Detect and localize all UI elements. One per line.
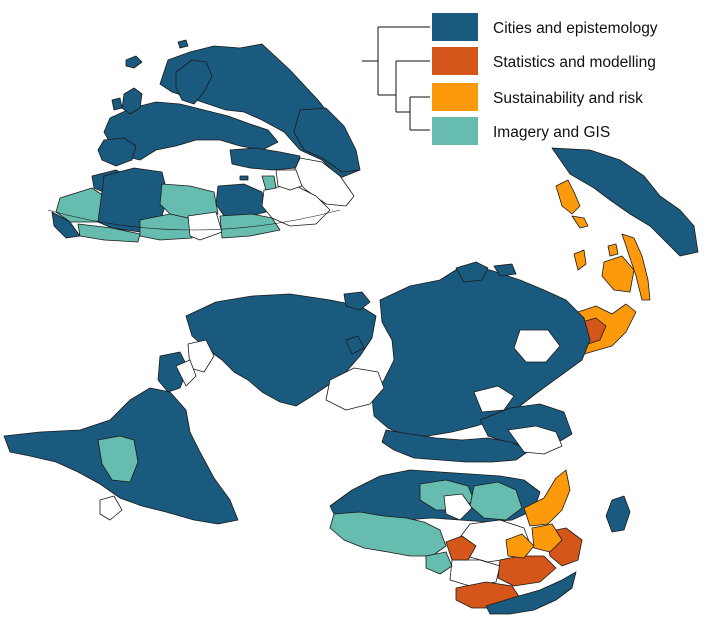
region-orange-island-3 xyxy=(601,255,635,293)
legend: Cities and epistemology Statistics and m… xyxy=(432,13,658,145)
region-na-island-1 xyxy=(343,291,371,311)
region-caribbean-white xyxy=(175,359,197,387)
region-sa-imagery xyxy=(97,435,139,483)
region-madagascar-like xyxy=(605,495,631,533)
region-egypt-inset xyxy=(215,183,267,217)
region-western-sahara-inset xyxy=(55,187,105,223)
region-orange-island-2 xyxy=(571,215,589,229)
region-sa-white xyxy=(99,495,123,521)
region-orange-island-6 xyxy=(607,243,619,257)
region-mauritania-edge-inset xyxy=(51,211,81,239)
region-north-ocean-island-2 xyxy=(493,263,517,277)
region-chad-inset xyxy=(187,211,223,241)
region-africa-white-3 xyxy=(449,559,501,587)
region-iraq-inset xyxy=(275,169,303,191)
region-north-ocean-island xyxy=(455,261,489,283)
region-svalbard-inset xyxy=(177,39,189,49)
region-sudan-inset xyxy=(219,213,281,239)
legend-label-statistics: Statistics and modelling xyxy=(493,54,656,71)
region-ireland-inset xyxy=(111,97,123,111)
legend-label-cities: Cities and epistemology xyxy=(493,20,658,37)
region-central-asia-inset xyxy=(293,107,361,173)
region-saudi-inset xyxy=(261,183,331,227)
region-europe-mid xyxy=(381,429,531,463)
region-niger-inset xyxy=(139,213,193,241)
region-orange-island-1 xyxy=(555,179,581,215)
main-map xyxy=(3,147,699,615)
legend-label-imagery: Imagery and GIS xyxy=(493,124,610,141)
legend-swatch-imagery xyxy=(432,117,478,145)
region-africa-sust-1 xyxy=(523,469,571,527)
region-africa-imagery-south xyxy=(425,551,453,575)
region-iberia-inset xyxy=(97,137,137,167)
region-africa-south xyxy=(485,571,577,615)
legend-swatch-statistics xyxy=(432,47,478,75)
region-africa-white-1 xyxy=(443,493,473,521)
region-iceland-inset xyxy=(125,55,143,69)
region-turkey-inset xyxy=(229,147,301,171)
legend-swatch-cities xyxy=(432,13,478,41)
region-na-island-2 xyxy=(345,335,365,355)
region-orange-island-5 xyxy=(573,249,587,271)
region-central-america xyxy=(157,351,189,393)
region-africa-stats-1 xyxy=(445,535,477,561)
inset-frame-arc xyxy=(47,209,341,231)
inset-map xyxy=(51,39,361,243)
region-white-interior-1 xyxy=(513,329,561,363)
legend-dendrogram xyxy=(362,26,430,131)
region-east-strip xyxy=(551,147,699,257)
region-greenland-like xyxy=(325,367,385,411)
region-africa-imagery-west xyxy=(329,511,447,557)
region-africa-stats-2 xyxy=(497,555,557,587)
legend-label-sustainability: Sustainability and risk xyxy=(493,90,643,107)
region-levant-inset xyxy=(261,175,277,191)
region-orange-island-4 xyxy=(621,233,651,301)
region-cyprus-inset xyxy=(239,175,249,181)
region-scandinavia-inset xyxy=(175,59,213,105)
region-africa-sust-2 xyxy=(531,523,563,553)
legend-swatch-sustainability xyxy=(432,83,478,111)
region-africa-sust-3 xyxy=(505,533,535,559)
region-mideast-white xyxy=(507,425,563,455)
region-white-interior-2 xyxy=(473,385,515,413)
